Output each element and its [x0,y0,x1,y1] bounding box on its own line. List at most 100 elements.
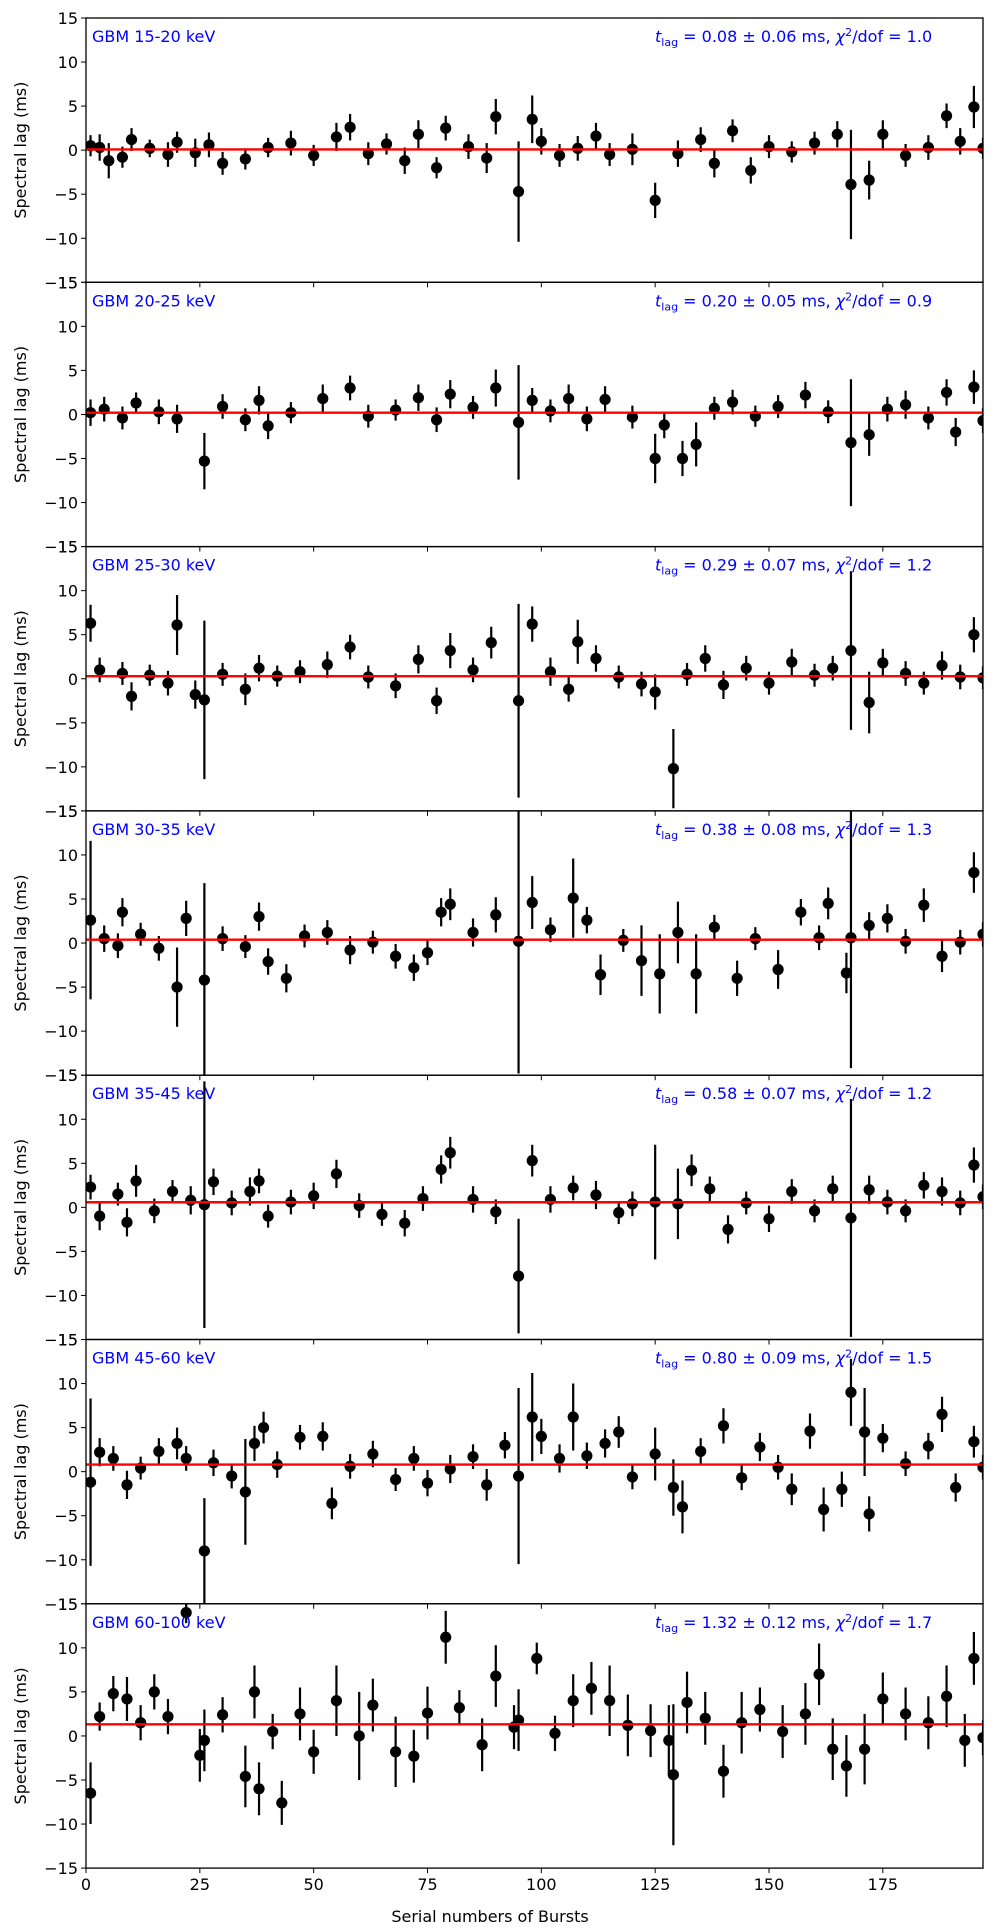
data-point [845,178,857,191]
y-tick-label: −15 [44,273,78,292]
x-tick-label: 75 [417,1875,437,1894]
y-tick-label: −10 [44,494,78,513]
data-point [544,405,557,417]
data-point [86,617,97,629]
data-point [344,121,356,133]
data-point [676,1501,689,1513]
data-point [658,419,670,431]
data-point [813,932,825,944]
y-tick-label: 5 [68,1683,78,1702]
y-axis-label: Spectral lag (ms) [11,1403,30,1540]
data-point [376,1208,388,1220]
data-point [198,455,210,467]
band-label: GBM 60-100 keV [92,1613,226,1632]
panel-1: −15 −10 −5 0 5 10 15 Spectral lag (ms) GBM 15-20… [11,9,984,292]
data-point [481,152,493,164]
data-point [162,148,174,161]
data-point [362,148,374,160]
data-point [863,1184,875,1196]
data-point [262,1210,274,1222]
data-point [977,1191,983,1203]
data-point [276,1797,288,1809]
data-point [116,151,129,163]
data-point [412,653,424,665]
data-point [585,1682,598,1694]
data-point [731,972,743,984]
data-point [399,1217,411,1229]
data-point [649,194,661,206]
data-point [467,926,479,939]
data-point [239,940,251,953]
y-tick-label: 15 [58,1066,78,1085]
data-point [189,689,201,701]
data-point [863,429,875,441]
data-point [818,1503,830,1516]
data-point [827,1183,839,1195]
plot-frame [85,1338,984,1605]
data-point [344,944,356,956]
data-point [799,389,812,401]
data-point [107,1452,119,1465]
data-point [453,1702,465,1714]
data-point [490,1206,502,1218]
data-point [399,155,411,167]
data-point [667,1481,679,1494]
data-point [216,1709,229,1721]
data-point [959,1734,971,1746]
data-point [804,1425,816,1437]
data-point [722,1223,734,1235]
data-point [940,110,953,122]
data-point [685,1164,698,1176]
y-tick-label: −5 [54,714,78,733]
data-point [294,666,306,678]
data-point [553,1452,566,1465]
y-tick-label: −5 [54,450,78,469]
data-point [626,1471,638,1483]
data-point [667,1769,679,1781]
data-point [112,1188,124,1200]
data-point [899,399,912,411]
data-point [649,686,661,698]
data-point [412,392,424,404]
y-tick-label: 10 [58,1110,78,1129]
plot-frame [85,281,984,548]
band-label: GBM 45-60 keV [92,1349,215,1368]
y-tick-label: −10 [44,1286,78,1305]
data-point [831,128,843,140]
data-point [153,942,165,954]
panel-2: −15 −10 −5 0 5 10 15 Spectral lag (ms) GBM 20-25… [11,273,984,557]
data-point [590,1189,602,1201]
fit-annotation: tlag = 1.32 ± 0.12 ms, χ2/dof = 1.7 [655,1612,932,1635]
data-point [380,138,393,150]
data-point [827,662,839,674]
data-point [654,968,666,980]
data-point [125,690,138,702]
data-point [859,1743,871,1755]
data-point [613,1426,625,1438]
data-point [171,413,183,425]
y-tick-label: −5 [54,1507,78,1526]
data-point [940,1690,953,1702]
data-point [786,656,798,668]
data-point [877,1693,889,1705]
data-point [321,926,333,939]
data-point [444,388,456,400]
data-point [198,974,210,986]
y-tick-label: 15 [58,802,78,821]
data-points [86,810,983,1076]
data-point [467,401,479,414]
data-point [390,950,402,962]
data-point [94,1210,106,1222]
data-point [321,659,333,671]
data-point [604,148,616,161]
data-point [676,452,689,465]
data-point [918,899,930,911]
data-point [977,415,983,427]
x-tick-label: 150 [754,1875,785,1894]
data-point [918,677,930,689]
data-point [512,1714,525,1726]
data-point [590,652,602,665]
data-point [499,1439,511,1451]
y-axis-label: Spectral lag (ms) [11,875,30,1012]
data-point [135,1717,147,1729]
